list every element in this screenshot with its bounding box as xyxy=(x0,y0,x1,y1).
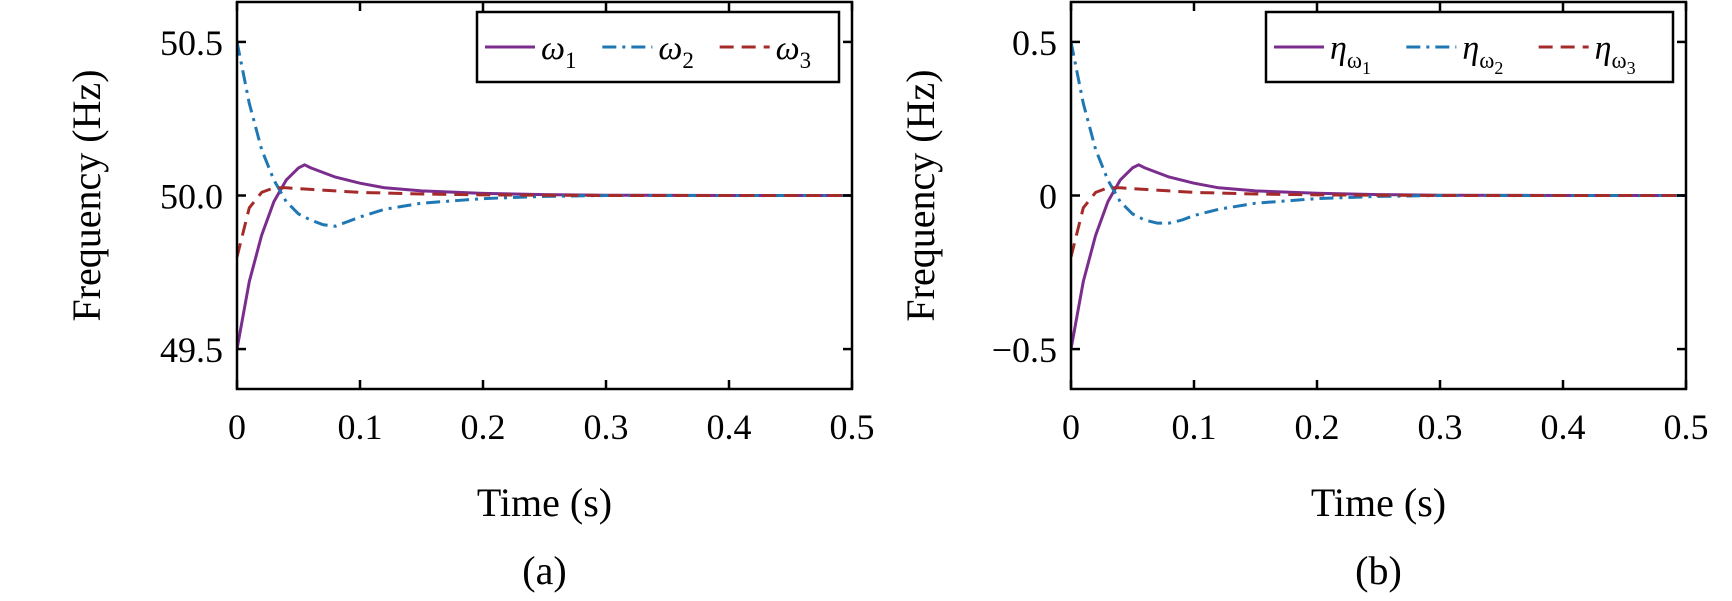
y-tick-label: 49.5 xyxy=(160,330,223,370)
panel-caption: (a) xyxy=(522,548,566,593)
legend-entry-1: ω1 xyxy=(541,30,577,73)
y-axis-label: Frequency (Hz) xyxy=(898,69,943,321)
y-tick-label: 50.0 xyxy=(160,177,223,217)
legend-box xyxy=(475,10,841,84)
series-line-1 xyxy=(237,163,852,350)
legend-entry-2: ηω2 xyxy=(1462,30,1503,78)
legend-box xyxy=(1264,10,1675,84)
x-tick-label: 0.5 xyxy=(1664,407,1709,447)
series-line-3 xyxy=(237,186,852,258)
x-tick-label: 0.1 xyxy=(1172,407,1217,447)
series-lines xyxy=(237,41,852,350)
legend-entry-1: ηω1 xyxy=(1330,30,1371,78)
legend-entry-2: ω2 xyxy=(658,30,694,73)
x-tick-label: 0.1 xyxy=(338,407,383,447)
y-tick-label: 0 xyxy=(1039,177,1057,217)
x-tick-label: 0 xyxy=(228,407,246,447)
series-lines xyxy=(1071,41,1686,350)
series-line-3 xyxy=(1071,186,1686,258)
x-tick-label: 0.4 xyxy=(1541,407,1586,447)
y-axis-label: Frequency (Hz) xyxy=(64,69,109,321)
legend: ω1 ω2 ω3 xyxy=(475,10,841,84)
chart-panel-a: 0 0.1 0.2 0.3 0.4 0.5 49.5 50.0 50.5 Time (s) Freq… xyxy=(64,0,875,593)
panel-caption: (b) xyxy=(1355,548,1402,593)
x-tick-label: 0.2 xyxy=(461,407,506,447)
x-tick-label: 0 xyxy=(1062,407,1080,447)
x-tick-label: 0.5 xyxy=(830,407,875,447)
x-axis-label: Time (s) xyxy=(1311,480,1446,525)
x-tick-label: 0.3 xyxy=(1418,407,1463,447)
y-tick-label: 0.5 xyxy=(1012,23,1057,63)
x-axis-label: Time (s) xyxy=(477,480,612,525)
legend-entry-3: ω3 xyxy=(776,30,812,73)
y-tick-label: −0.5 xyxy=(992,330,1057,370)
legend-entry-3: ηω3 xyxy=(1595,30,1636,78)
x-tick-label: 0.3 xyxy=(584,407,629,447)
x-tick-label: 0.2 xyxy=(1295,407,1340,447)
y-tick-label: 50.5 xyxy=(160,23,223,63)
legend: ηω1 ηω2 ηω3 xyxy=(1264,10,1675,84)
series-line-1 xyxy=(1071,163,1686,350)
x-tick-label: 0.4 xyxy=(707,407,752,447)
